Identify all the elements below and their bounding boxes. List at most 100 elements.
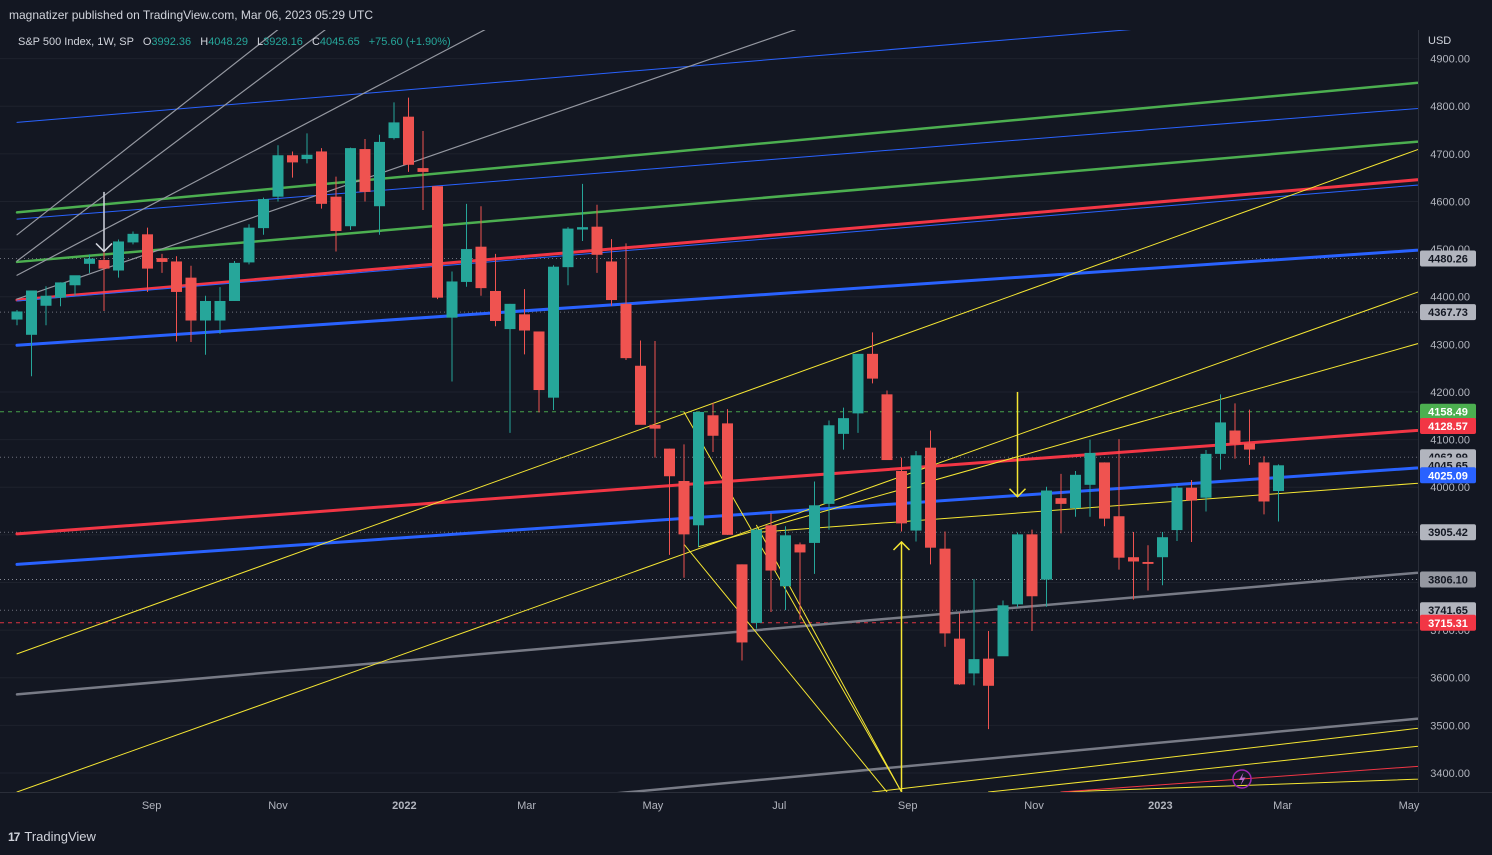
candle[interactable] [1142, 545, 1154, 591]
candle[interactable] [1258, 456, 1270, 515]
trendline-blue-thick[interactable] [15, 243, 1492, 347]
candle[interactable] [1229, 403, 1241, 459]
price-badge[interactable]: 3806.10 [1420, 571, 1476, 588]
candle[interactable] [1200, 450, 1212, 512]
candle[interactable] [156, 253, 168, 273]
candle[interactable] [475, 206, 487, 296]
candle[interactable] [780, 526, 791, 611]
candle[interactable] [1113, 439, 1125, 570]
trendline-gray-thin-2[interactable] [16, 0, 554, 262]
candle[interactable] [127, 231, 139, 245]
candle[interactable] [272, 145, 284, 202]
candle[interactable] [954, 612, 965, 685]
candle[interactable] [925, 430, 936, 565]
trendline-gray-thin-4[interactable] [16, 0, 960, 300]
candle[interactable] [997, 600, 1009, 657]
white-arrow-down[interactable] [95, 191, 113, 253]
trendline-gray-thin-3[interactable] [16, 0, 496, 236]
trendline-green-thick-1[interactable] [15, 73, 1492, 214]
candle[interactable] [200, 295, 211, 355]
candle[interactable] [664, 448, 675, 555]
candle[interactable] [1171, 485, 1183, 542]
candle[interactable] [678, 444, 690, 578]
candle[interactable] [635, 340, 646, 425]
candle[interactable] [316, 148, 327, 209]
candle[interactable] [1099, 462, 1110, 527]
candle[interactable] [1157, 531, 1168, 586]
candle[interactable] [1244, 409, 1255, 465]
candle[interactable] [490, 253, 501, 327]
candle[interactable] [852, 353, 864, 433]
candle[interactable] [794, 542, 806, 620]
price-badge[interactable]: 3905.42 [1420, 524, 1476, 541]
candle[interactable] [214, 287, 226, 334]
tradingview-brand[interactable]: 17 TradingView [8, 829, 96, 844]
trendline-gray-thin-1[interactable] [16, 0, 684, 276]
candle[interactable] [896, 457, 907, 532]
trendline-yellow-low-3[interactable] [1060, 775, 1492, 792]
candle[interactable] [1186, 480, 1197, 542]
candle[interactable] [171, 256, 182, 342]
candle[interactable] [968, 579, 980, 686]
price-badge[interactable]: 4158.49 [1420, 403, 1476, 420]
candle[interactable] [809, 481, 820, 574]
candle[interactable] [98, 250, 110, 311]
candle[interactable] [185, 265, 197, 342]
candle[interactable] [867, 332, 878, 384]
candle[interactable] [417, 130, 429, 211]
candle[interactable] [823, 420, 835, 530]
candle[interactable] [983, 631, 994, 730]
candle[interactable] [1026, 529, 1038, 632]
trendline-red-thin-low[interactable] [1060, 759, 1492, 792]
candle[interactable] [287, 151, 298, 178]
candle[interactable] [403, 97, 414, 172]
yellow-arrow-down[interactable] [1008, 391, 1027, 498]
candle[interactable] [55, 282, 66, 307]
candle[interactable] [693, 411, 704, 547]
candle[interactable] [577, 183, 588, 241]
candle[interactable] [84, 254, 95, 273]
candle[interactable] [939, 531, 951, 647]
candle[interactable] [258, 197, 269, 235]
candle[interactable] [1084, 439, 1096, 517]
trendline-red-thick-lower[interactable] [15, 422, 1492, 536]
trendline-yellow-low-1[interactable] [872, 716, 1492, 792]
candle[interactable] [838, 407, 849, 450]
candle[interactable] [736, 564, 748, 661]
candle[interactable] [446, 271, 458, 382]
candle[interactable] [606, 239, 617, 306]
currency-label[interactable]: USD [1428, 35, 1452, 47]
candle[interactable] [519, 289, 530, 355]
symbol-name[interactable]: S&P 500 Index, 1W, SP [18, 36, 134, 48]
candle[interactable] [461, 203, 472, 287]
trendline-yellow-fan-1[interactable] [683, 411, 902, 792]
candle[interactable] [388, 102, 400, 140]
candle[interactable] [26, 290, 37, 377]
candle[interactable] [1070, 471, 1081, 517]
trendline-blue-thin-1[interactable] [16, 0, 1492, 123]
candle[interactable] [910, 451, 922, 542]
trendline-red-thick-upper[interactable] [15, 170, 1492, 302]
trendline-yellow-fan-2[interactable] [683, 543, 888, 792]
candle[interactable] [591, 204, 603, 273]
trendline-yellow-low-2[interactable] [988, 735, 1492, 792]
symbol-legend[interactable]: S&P 500 Index, 1W, SP O3992.36 H4048.29 … [18, 36, 451, 48]
price-badge[interactable]: 4128.57 [1420, 417, 1476, 434]
trendline-blue-thin-3[interactable] [16, 176, 1492, 302]
trendline-green-thick-2[interactable] [15, 132, 1492, 264]
candle[interactable] [548, 265, 559, 411]
price-badge[interactable]: 3741.65 [1420, 602, 1476, 619]
candle[interactable] [40, 286, 52, 326]
trendline-gray-thick-1[interactable] [15, 563, 1492, 696]
candle[interactable] [11, 310, 23, 326]
candle[interactable] [649, 340, 661, 458]
candle[interactable] [345, 147, 356, 231]
candle[interactable] [562, 227, 574, 286]
candle[interactable] [229, 260, 240, 301]
candle[interactable] [69, 275, 81, 296]
candle[interactable] [1128, 531, 1139, 600]
candle[interactable] [620, 243, 632, 361]
candle[interactable] [432, 186, 443, 300]
candle[interactable] [1012, 532, 1023, 608]
